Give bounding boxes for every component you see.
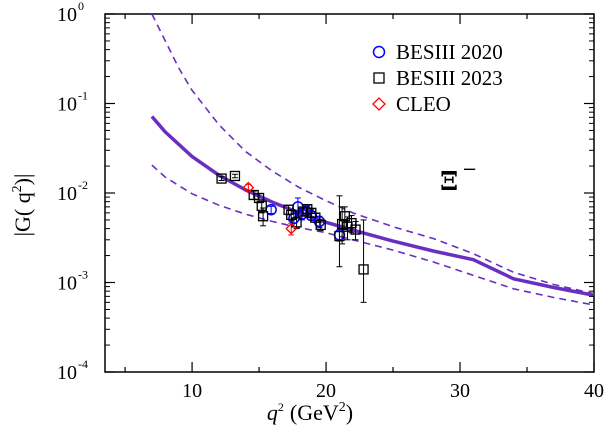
- model-curves: [150, 14, 594, 306]
- x-tick-label: 10: [182, 380, 202, 402]
- x-tick-label: 40: [584, 380, 604, 402]
- y-tick-label: 10: [57, 94, 77, 116]
- x-axis-label: q2 (GeV2): [267, 400, 353, 425]
- point-besiii-2023: [350, 224, 361, 235]
- point-besiii-2023: [216, 173, 227, 184]
- data-points: [216, 170, 369, 275]
- y-tick-exponent: -3: [78, 268, 88, 282]
- point-besiii-2023: [310, 212, 321, 223]
- point-besiii-2023: [291, 217, 302, 228]
- plot-area: [104, 13, 595, 373]
- y-tick-label: 10: [57, 362, 77, 384]
- y-tick-label: 10: [57, 273, 77, 295]
- y-tick-exponent: -4: [78, 357, 88, 371]
- legend-label-besiii-2023: BESIII 2023: [396, 66, 503, 90]
- y-tick-exponent: 0: [78, 0, 84, 13]
- point-besiii-2023: [334, 230, 345, 242]
- legend-marker-besiii-2023: [373, 72, 385, 84]
- y-tick-label: 10: [57, 183, 77, 205]
- particle-annotation-charge: −: [462, 159, 477, 180]
- point-cleo: [242, 181, 255, 194]
- point-besiii-2023: [253, 192, 265, 204]
- y-tick-exponent: -1: [78, 89, 88, 103]
- curve-upper-band: [151, 14, 594, 295]
- point-besiii-2023: [229, 170, 241, 182]
- x-tick-label: 30: [450, 380, 470, 402]
- point-besiii-2023: [248, 189, 259, 201]
- point-besiii-2023: [286, 209, 297, 220]
- y-tick-exponent: -2: [78, 178, 88, 192]
- particle-annotation: Ξ: [440, 167, 458, 197]
- legend-label-besiii-2020: BESIII 2020: [396, 40, 503, 64]
- point-besiii-2023: [358, 264, 369, 275]
- point-besiii-2023: [257, 211, 269, 222]
- y-axis-label: |G( q2)|: [10, 174, 35, 237]
- curve-central: [150, 115, 594, 298]
- point-besiii-2023: [339, 211, 350, 222]
- point-besiii-2023: [256, 200, 267, 211]
- x-tick-label: 20: [316, 380, 336, 402]
- y-tick-label: 10: [57, 4, 77, 26]
- point-cleo: [285, 222, 298, 235]
- legend-marker-besiii-2020: [372, 45, 386, 59]
- point-besiii-2023: [315, 219, 326, 231]
- legend-label-cleo: CLEO: [396, 92, 451, 116]
- plot-frame: [104, 13, 595, 373]
- legend-marker-cleo: [372, 97, 386, 111]
